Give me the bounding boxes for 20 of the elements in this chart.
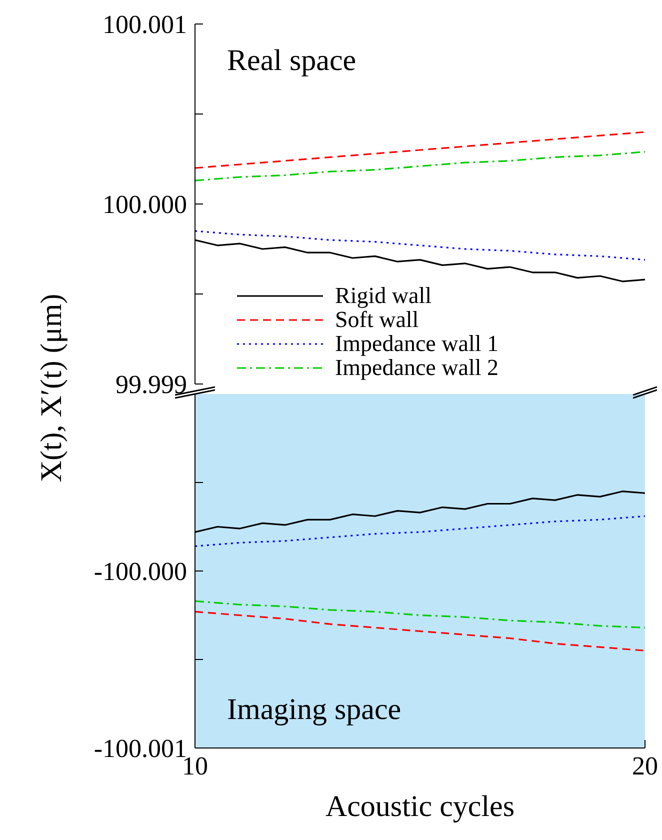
annotation: Real space xyxy=(227,44,356,78)
y-tick-label: -100.000 xyxy=(94,557,187,586)
x-axis-title: Acoustic cycles xyxy=(324,790,516,824)
y-tick-label: 100.000 xyxy=(102,190,187,220)
annotation: Imaging space xyxy=(227,693,402,727)
legend-label: Soft wall xyxy=(335,307,419,333)
x-tick-label: 10 xyxy=(182,751,208,780)
y-axis-title: X(t), X′(t) (μm) xyxy=(35,294,69,482)
line-series xyxy=(195,610,645,652)
y-tick-label: 99.999 xyxy=(116,370,187,400)
line-series xyxy=(195,131,645,169)
x-tick-label: 20 xyxy=(632,751,658,780)
legend-label: Rigid wall xyxy=(335,283,432,309)
line-series xyxy=(195,600,645,628)
legend-label: Impedance wall 2 xyxy=(335,355,498,381)
legend-label: Impedance wall 1 xyxy=(335,331,498,357)
y-tick-label: 100.001 xyxy=(102,10,187,40)
line-series xyxy=(195,230,645,261)
line-series xyxy=(195,515,645,548)
line-series xyxy=(195,151,645,182)
